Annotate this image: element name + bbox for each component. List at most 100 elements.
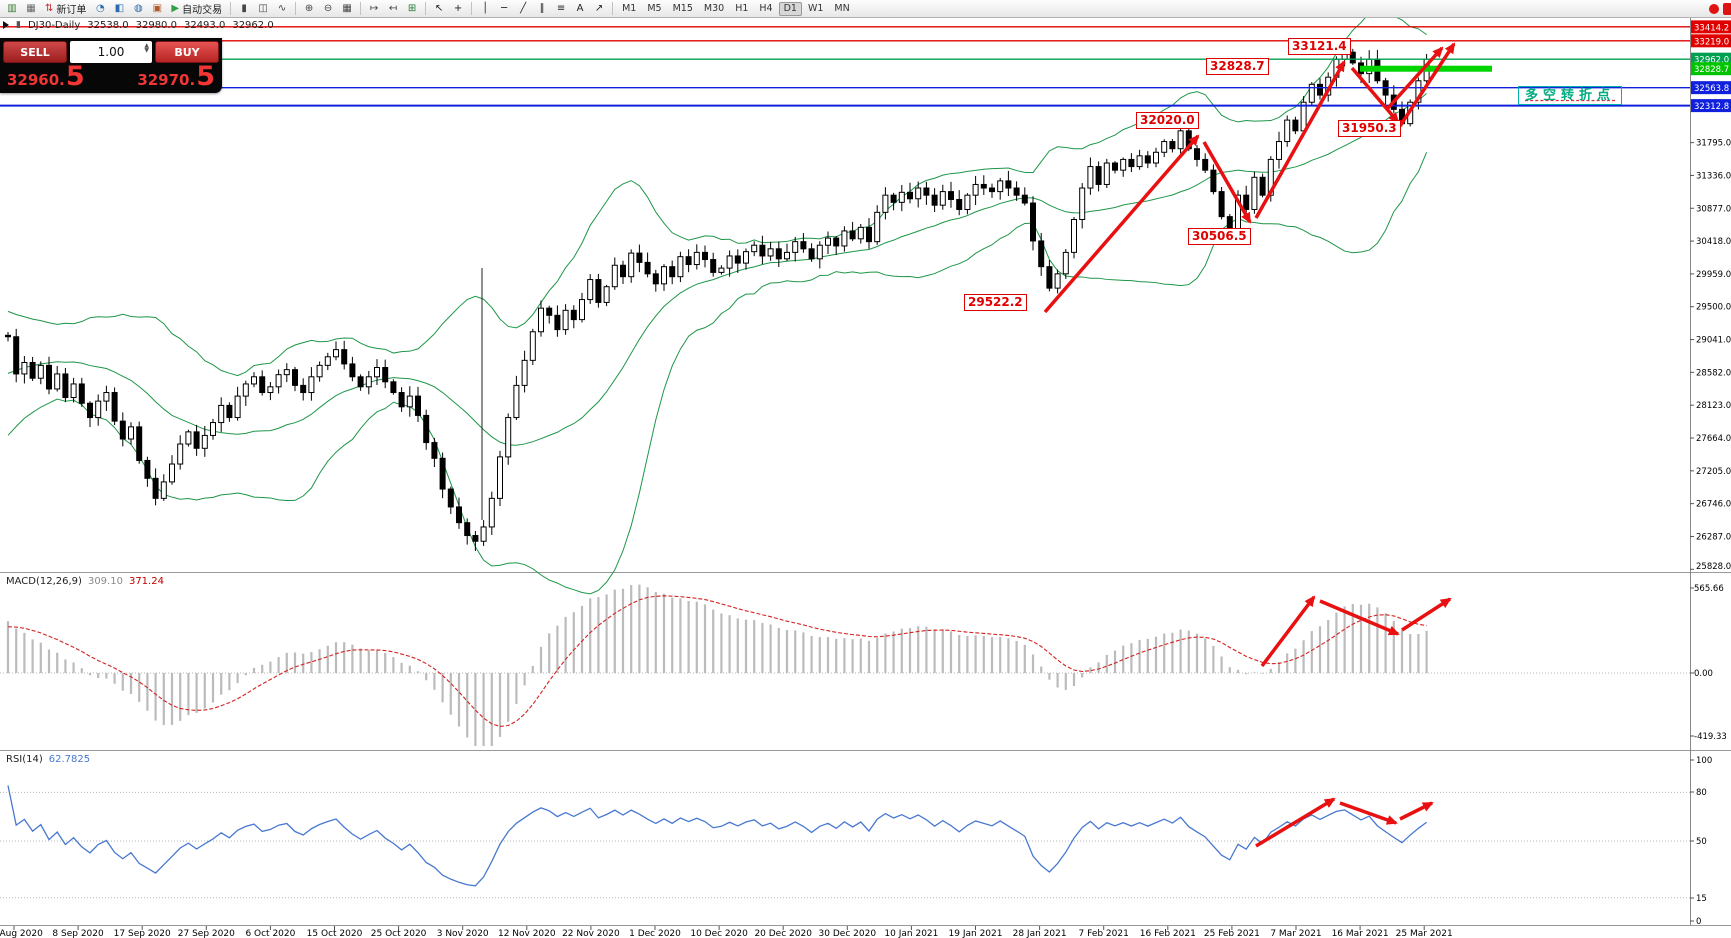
horizontal-level-lines[interactable] — [0, 26, 1690, 520]
macd-signal-line — [7, 595, 1427, 727]
price-axis[interactable]: 31795.0 31336.0 30877.0 30418.0 29959.0 29500… — [1690, 20, 1731, 927]
svg-text:50: 50 — [1696, 837, 1707, 847]
price-label-annotation[interactable]: 33121.4 — [1288, 38, 1351, 55]
svg-text:15: 15 — [1696, 894, 1707, 904]
channel-icon[interactable]: ∥ — [539, 3, 545, 14]
timeframe-m1-button[interactable]: M1 — [622, 3, 637, 14]
arrows-tool-icon[interactable]: ↗ — [594, 3, 604, 14]
volume-spinner[interactable]: ▲ ▼ — [144, 42, 149, 54]
timeframe-m15-button[interactable]: M15 — [672, 3, 693, 14]
auto-scroll-icon[interactable]: ↦ — [369, 3, 379, 14]
chart-shift-icon[interactable]: ↤ — [388, 3, 398, 14]
svg-text:29041.0: 29041.0 — [1696, 336, 1731, 346]
navigator-icon[interactable]: ◍ — [134, 3, 143, 14]
timeframe-d1-button[interactable]: D1 — [778, 1, 802, 16]
svg-text:32962.0: 32962.0 — [1694, 56, 1729, 66]
data-window-icon[interactable]: ◧ — [114, 3, 125, 14]
rsi-line — [7, 785, 1427, 887]
price-label-annotation[interactable]: 31950.3 — [1338, 120, 1401, 137]
fibonacci-icon[interactable]: ≡ — [556, 3, 566, 14]
timeframe-m5-button[interactable]: M5 — [647, 3, 662, 14]
line-chart-icon[interactable]: ∿ — [277, 3, 287, 14]
toolbar-separator — [425, 2, 427, 15]
timeframe-h4-button[interactable]: H4 — [759, 3, 773, 14]
svg-text:32828.7: 32828.7 — [1694, 65, 1729, 75]
price-label-annotation[interactable]: 29522.2 — [964, 294, 1027, 311]
toolbar-separator — [360, 2, 362, 15]
oneclick-collapse-arrow[interactable] — [3, 21, 9, 29]
alert-icon[interactable] — [1709, 3, 1719, 14]
svg-text:30418.0: 30418.0 — [1696, 237, 1731, 247]
news-icon[interactable] — [1723, 2, 1731, 15]
autotrade-button[interactable]: ▶ 自动交易 — [171, 3, 223, 16]
trendline-icon[interactable]: ╱ — [520, 3, 527, 14]
svg-text:7 Mar 2021: 7 Mar 2021 — [1270, 929, 1321, 938]
svg-text:31795.0: 31795.0 — [1696, 139, 1731, 149]
svg-text:-419.33: -419.33 — [1694, 732, 1727, 742]
indicators-icon[interactable]: ⊞ — [407, 3, 417, 14]
bar-chart-icon[interactable]: ▮ — [241, 3, 247, 14]
vertical-line-icon[interactable]: │ — [482, 3, 489, 14]
svg-text:28 Jan 2021: 28 Jan 2021 — [1013, 929, 1067, 938]
new-order-button[interactable]: ⇅ 新订单 — [45, 3, 87, 16]
svg-text:0: 0 — [1696, 917, 1701, 927]
crosshair-icon[interactable]: + — [453, 3, 463, 14]
svg-text:10 Dec 2020: 10 Dec 2020 — [690, 929, 748, 938]
svg-text:17 Sep 2020: 17 Sep 2020 — [114, 929, 171, 938]
svg-text:29959.0: 29959.0 — [1696, 270, 1731, 280]
price-label-annotation[interactable]: 30506.5 — [1188, 228, 1251, 245]
sell-button[interactable]: SELL — [3, 41, 67, 63]
new-chart-icon[interactable]: ▥ — [7, 3, 17, 14]
svg-text:100: 100 — [1696, 756, 1712, 766]
rsi-indicator-label: RSI(14) 62.7825 — [6, 754, 91, 765]
svg-text:8 Sep 2020: 8 Sep 2020 — [52, 929, 104, 938]
timeframe-h1-button[interactable]: H1 — [735, 3, 749, 14]
svg-text:80: 80 — [1696, 788, 1707, 798]
text-label-icon[interactable]: A — [576, 3, 584, 14]
svg-text:33414.2: 33414.2 — [1694, 23, 1729, 33]
cursor-icon[interactable]: ↖ — [434, 3, 444, 14]
svg-text:565.66: 565.66 — [1694, 584, 1724, 594]
timeframe-mn-button[interactable]: MN — [834, 3, 850, 14]
macd-indicator-label: MACD(12,26,9) 309.10 371.24 — [6, 576, 164, 587]
chart-profiles-icon[interactable]: ▦ — [26, 3, 36, 14]
time-axis[interactable]: 30 Aug 2020 8 Sep 2020 17 Sep 2020 27 Sep 2… — [0, 926, 1453, 938]
svg-text:31336.0: 31336.0 — [1696, 171, 1731, 181]
ohlc-close: 32962.0 — [232, 20, 274, 31]
price-label-annotation[interactable]: 32020.0 — [1136, 112, 1199, 129]
macd-signal-value: 371.24 — [128, 576, 164, 587]
zoom-out-icon[interactable]: ⊖ — [323, 3, 333, 14]
bollinger-bands — [7, 8, 1428, 595]
note-annotation[interactable]: 多空转折点 — [1518, 86, 1623, 105]
svg-text:12 Nov 2020: 12 Nov 2020 — [498, 929, 556, 938]
toolbar-separator — [612, 2, 614, 15]
volume-input[interactable]: 1.00 ▲ ▼ — [70, 41, 152, 63]
svg-text:6 Oct 2020: 6 Oct 2020 — [245, 929, 295, 938]
zoom-in-icon[interactable]: ⊕ — [304, 3, 314, 14]
price-label-annotation[interactable]: 32828.7 — [1206, 58, 1269, 75]
buy-button[interactable]: BUY — [155, 41, 219, 63]
timeframe-m30-button[interactable]: M30 — [703, 3, 725, 14]
volume-value: 1.00 — [97, 45, 125, 59]
svg-text:16 Mar 2021: 16 Mar 2021 — [1332, 929, 1389, 938]
market-watch-icon[interactable]: ◔ — [96, 3, 105, 14]
timeframe-w1-button[interactable]: W1 — [807, 3, 824, 14]
svg-text:20 Dec 2020: 20 Dec 2020 — [754, 929, 812, 938]
trend-arrows[interactable] — [1043, 42, 1456, 848]
svg-text:28123.0: 28123.0 — [1696, 401, 1731, 411]
tile-windows-icon[interactable]: ▦ — [342, 3, 352, 14]
macd-histogram — [0, 584, 1690, 746]
svg-text:26287.0: 26287.0 — [1696, 532, 1731, 542]
ohlc-open: 32538.0 — [87, 20, 129, 31]
terminal-icon[interactable]: ▣ — [152, 3, 163, 14]
svg-text:32312.8: 32312.8 — [1694, 102, 1729, 112]
svg-text:26746.0: 26746.0 — [1696, 500, 1731, 510]
svg-text:27 Sep 2020: 27 Sep 2020 — [178, 929, 235, 938]
ohlc-low: 32493.0 — [183, 20, 226, 31]
horizontal-line-icon[interactable]: ─ — [501, 3, 508, 14]
svg-text:25 Oct 2020: 25 Oct 2020 — [371, 929, 427, 938]
candlestick-chart-icon[interactable]: ◫ — [258, 3, 268, 14]
svg-text:7 Feb 2021: 7 Feb 2021 — [1079, 929, 1129, 938]
svg-text:15 Oct 2020: 15 Oct 2020 — [307, 929, 363, 938]
